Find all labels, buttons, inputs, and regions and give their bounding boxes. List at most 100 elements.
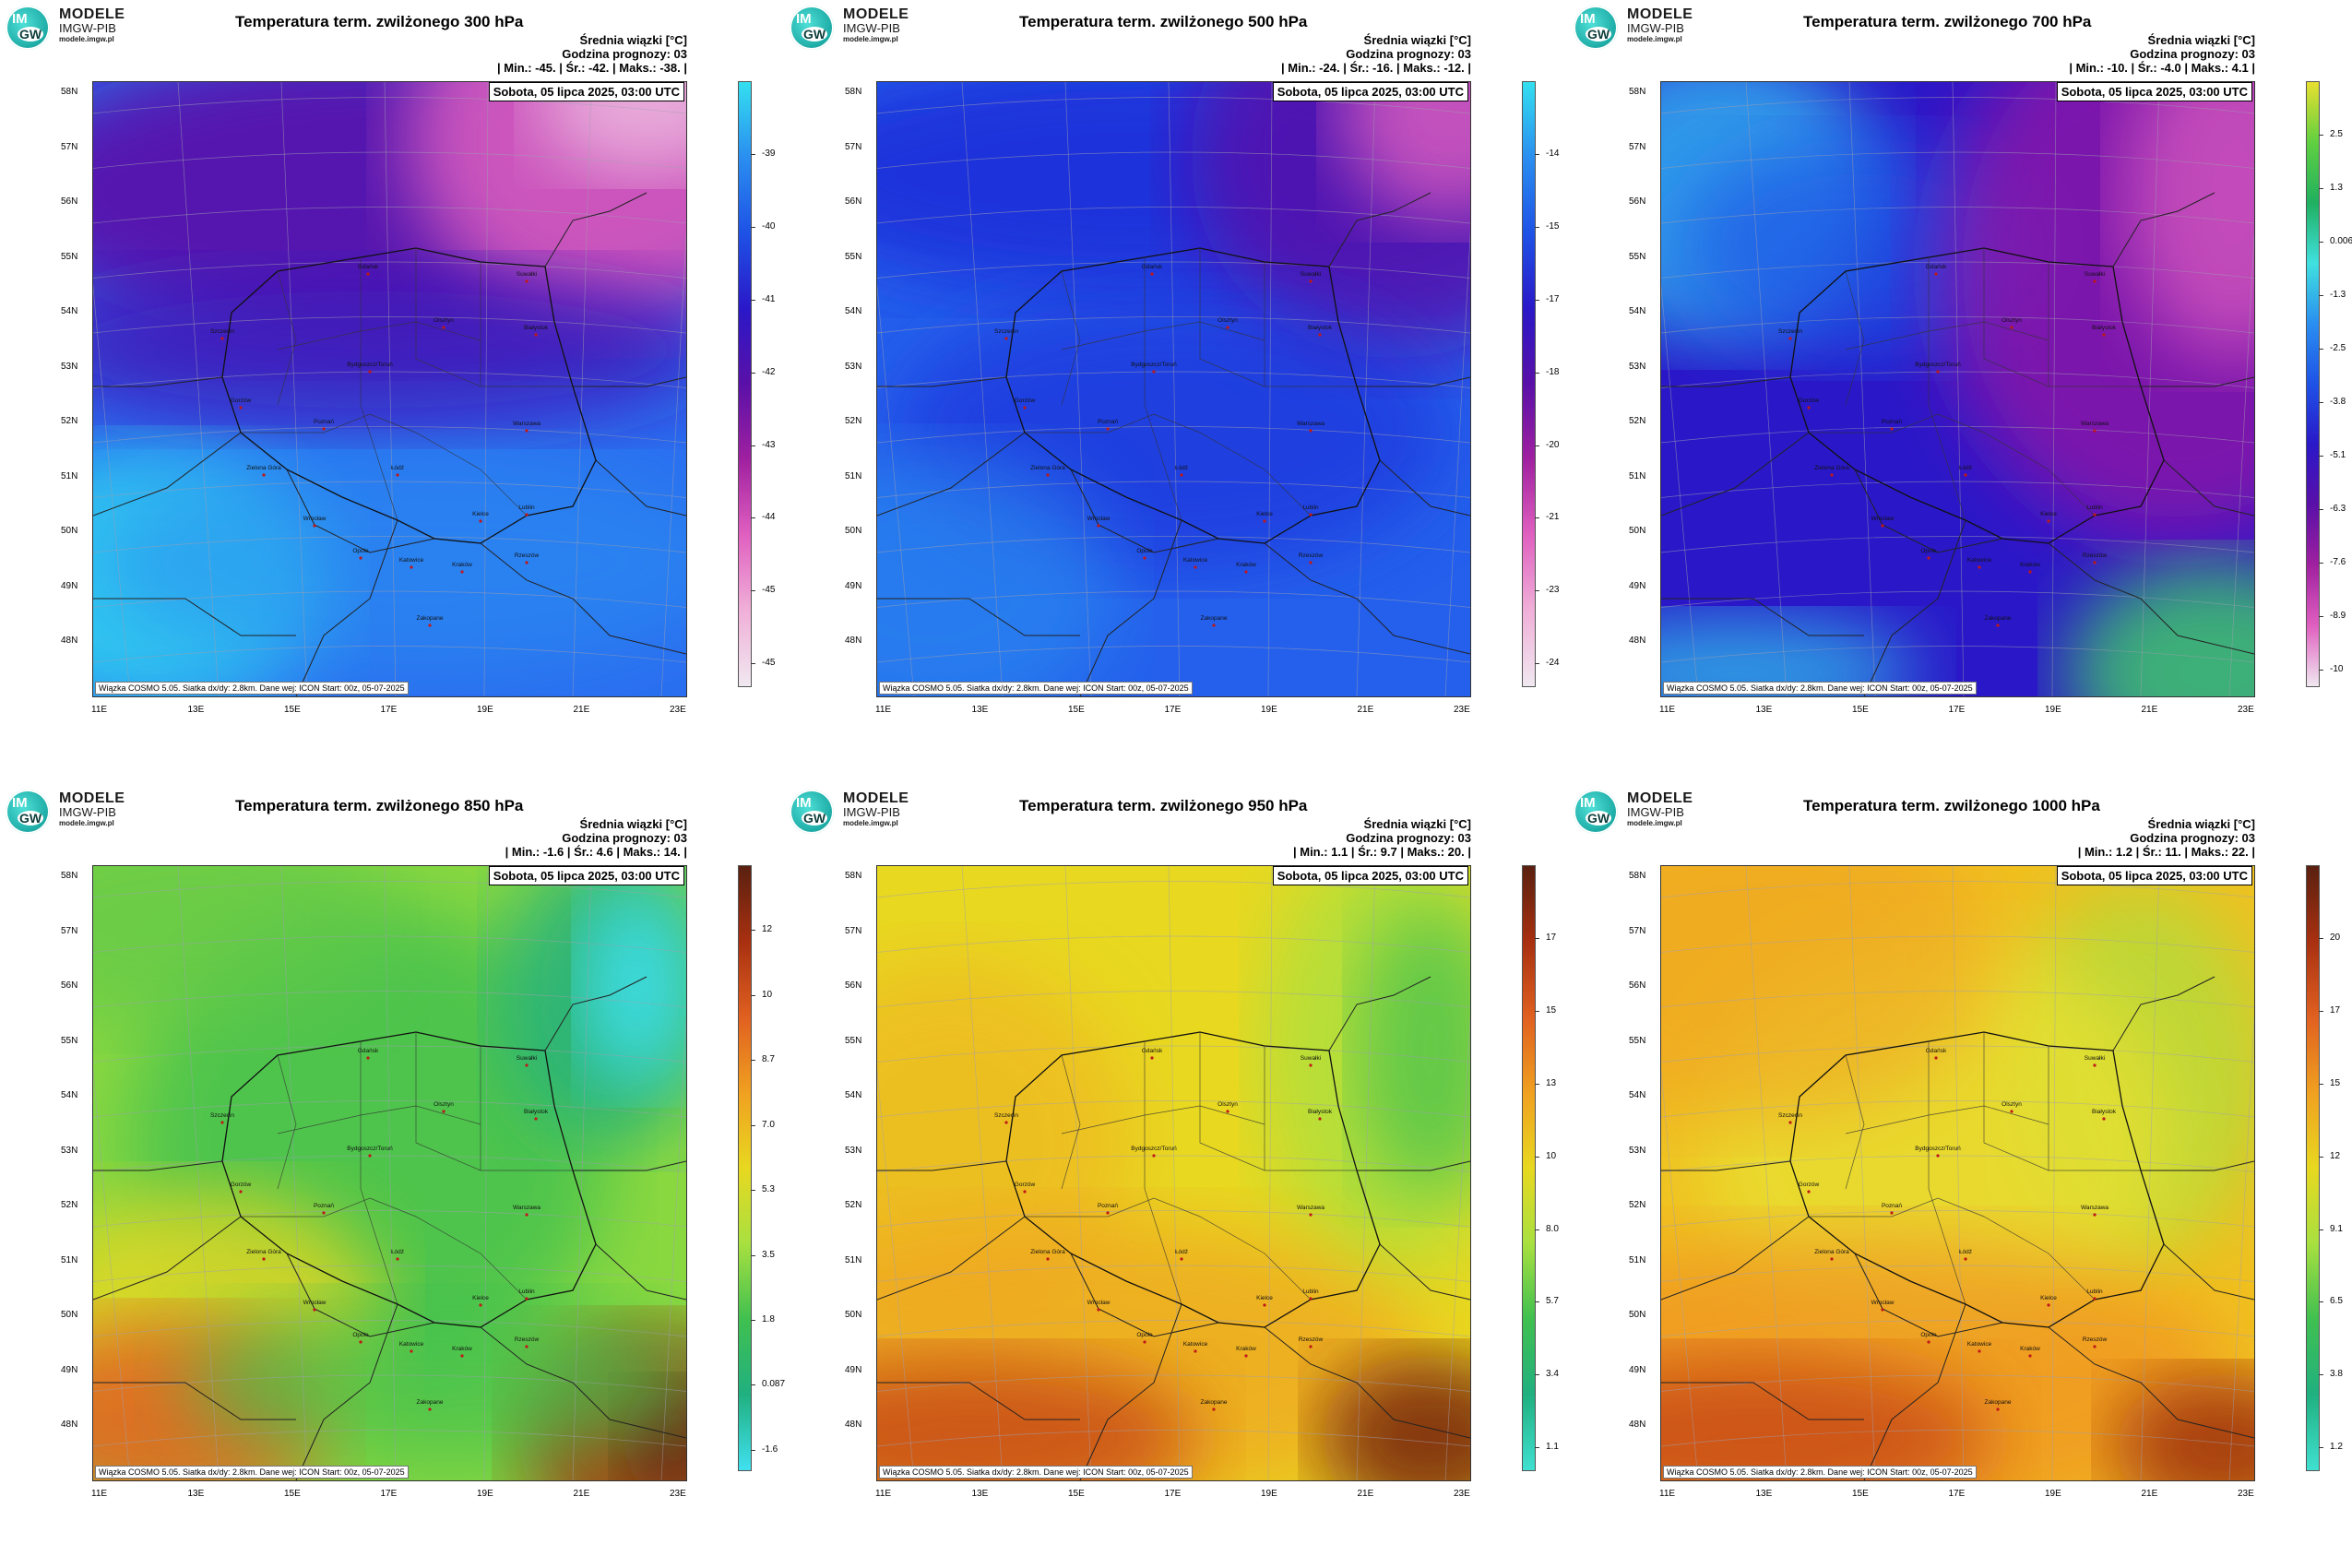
colorbar [738, 81, 752, 687]
city-label: Opole [1136, 548, 1153, 554]
city-marker [322, 1211, 326, 1215]
colorbar-label: -41 [762, 293, 776, 304]
city-marker [239, 406, 243, 410]
map-area: Gdańsk Suwałki Olsztyn Białystok Szczeci… [1660, 81, 2255, 697]
city-marker [2028, 1354, 2032, 1358]
latitude-label: 50N [1629, 1310, 1646, 1320]
info-forecast-hour: Godzina prognozy: 03 [2130, 831, 2255, 845]
longitude-label: 21E [2141, 1489, 2158, 1499]
city-marker [396, 1257, 399, 1261]
city-marker [1244, 1354, 1248, 1358]
longitude-label: 21E [1357, 1489, 1374, 1499]
city-label: Zielona Góra [1814, 1249, 1849, 1255]
colorbar-tick [2319, 1447, 2323, 1449]
colorbar-label: 3.8 [2330, 1369, 2343, 1380]
latitude-label: 58N [61, 871, 78, 881]
longitude-label: 19E [2045, 705, 2061, 715]
longitude-label: 15E [284, 1489, 301, 1499]
colorbar-label: 8.0 [1546, 1223, 1559, 1234]
model-footer: Wiązka COSMO 5.05. Siatka dx/dy: 2.8km. … [879, 1466, 1193, 1479]
info-unit: Średnia wiązki [°C] [1363, 817, 1471, 831]
longitude-label: 17E [1948, 1489, 1966, 1499]
city-marker [1309, 1063, 1313, 1067]
logo-url: modele.imgw.pl [1627, 35, 1682, 43]
info-unit: Średnia wiązki [°C] [2147, 817, 2255, 831]
colorbar-tick [751, 1384, 755, 1386]
longitude-label: 21E [573, 1489, 590, 1499]
forecast-info: Średnia wiązki [°C] Godzina prognozy: 03… [505, 817, 687, 859]
city-marker [1212, 624, 1216, 627]
latitude-label: 54N [61, 306, 78, 316]
colorbar-label: 8.7 [762, 1054, 775, 1065]
city-marker [2102, 333, 2106, 337]
city-label: Bydgoszcz/Toruń [1131, 1146, 1177, 1152]
city-marker [1934, 1056, 1938, 1060]
colorbar-tick [1535, 663, 1539, 665]
city-marker [1309, 1213, 1313, 1217]
latitude-label: 53N [61, 1145, 78, 1156]
city-label: Łódź [1175, 465, 1188, 471]
city-label: Bydgoszcz/Toruń [347, 1146, 393, 1152]
city-marker [1309, 561, 1313, 564]
colorbar-tick [1535, 1083, 1539, 1085]
logo-title: MODELE [843, 790, 909, 806]
colorbar-tick [751, 1124, 755, 1126]
city-marker [1143, 556, 1146, 560]
city-label: Opole [1920, 548, 1937, 554]
map-area: Gdańsk Suwałki Olsztyn Białystok Szczeci… [876, 81, 1471, 697]
valid-date: Sobota, 05 lipca 2025, 03:00 UTC [488, 866, 684, 885]
forecast-info: Średnia wiązki [°C] Godzina prognozy: 03… [2078, 817, 2255, 859]
logo-title: MODELE [59, 790, 125, 806]
valid-date: Sobota, 05 lipca 2025, 03:00 UTC [1272, 866, 1468, 885]
colorbar-tick [2319, 1083, 2323, 1085]
logo-emblem: IM GW [790, 790, 834, 834]
latitude-label: 52N [1629, 416, 1646, 426]
city-marker [1996, 1408, 2000, 1411]
info-stats: | Min.: 1.1 | Śr.: 9.7 | Maks.: 20. | [1292, 845, 1471, 859]
city-label: Zielona Góra [1030, 1249, 1065, 1255]
latitude-label: 52N [845, 1200, 862, 1210]
city-marker [525, 1345, 529, 1348]
colorbar-label: -10 [2330, 663, 2344, 674]
latitude-label: 57N [1629, 141, 1646, 152]
longitude-label: 13E [971, 1489, 989, 1499]
city-marker [1194, 565, 1197, 569]
city-label: Katowice [399, 1341, 424, 1348]
colorbar-label: 2.5 [2330, 128, 2343, 139]
city-label: Białystok [2092, 325, 2117, 331]
city-label: Gorzów [1799, 1182, 1820, 1188]
city-label: Kielce [1256, 1295, 1273, 1301]
logo-url: modele.imgw.pl [59, 35, 114, 43]
latitude-label: 50N [845, 1310, 862, 1320]
colorbar-tick [751, 930, 755, 932]
city-label: Warszawa [2081, 421, 2108, 427]
city-label: Katowice [1967, 557, 1992, 564]
city-marker [1964, 1257, 1967, 1261]
city-marker [460, 1354, 464, 1358]
city-label: Opole [1136, 1332, 1153, 1338]
longitude-label: 23E [670, 705, 686, 715]
logo-title: MODELE [59, 6, 125, 22]
latitude-label: 55N [845, 1035, 862, 1046]
colorbar-label: 15 [1546, 1004, 1557, 1016]
city-label: Wrocław [1087, 516, 1111, 522]
city-marker [322, 427, 326, 431]
city-label: Zielona Góra [1030, 465, 1065, 471]
city-marker [525, 279, 529, 283]
city-marker [1046, 473, 1050, 477]
latitude-label: 49N [61, 1364, 78, 1375]
latitude-label: 54N [1629, 1090, 1646, 1100]
city-label: Szczecin [1778, 1112, 1802, 1119]
imgw-logo: IM GW MODELE IMGW-PIB modele.imgw.pl [790, 6, 928, 52]
colorbar-label: 1.3 [2330, 182, 2343, 193]
colorbar-label: 0.087 [762, 1379, 786, 1390]
city-marker [1152, 370, 1156, 374]
longitude-label: 17E [1164, 705, 1182, 715]
city-label: Olsztyn [434, 317, 454, 324]
model-footer: Wiązka COSMO 5.05. Siatka dx/dy: 2.8km. … [1663, 1466, 1977, 1479]
longitude-label: 11E [875, 1489, 892, 1499]
colorbar-tick [1535, 1374, 1539, 1376]
colorbar-label: 12 [2330, 1150, 2341, 1161]
model-footer: Wiązka COSMO 5.05. Siatka dx/dy: 2.8km. … [1663, 682, 1977, 695]
longitude-label: 15E [284, 705, 301, 715]
